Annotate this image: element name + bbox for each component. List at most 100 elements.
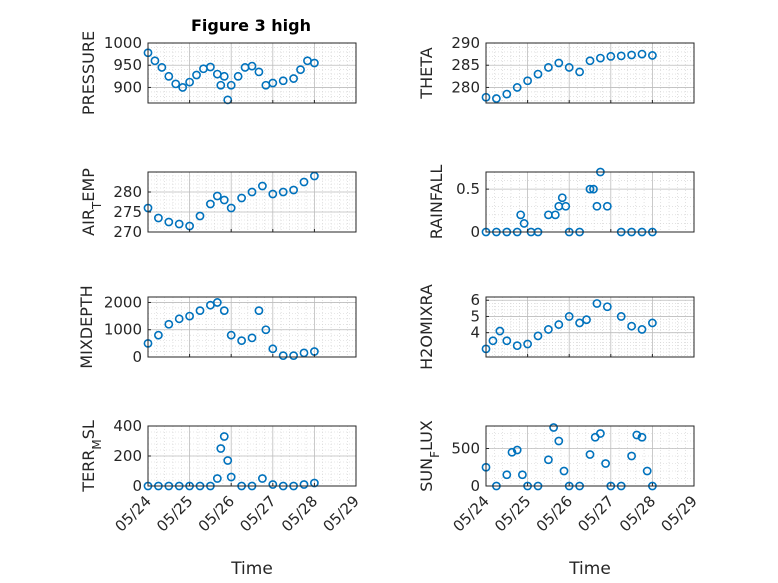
data-point <box>185 77 194 87</box>
data-point <box>575 318 584 328</box>
axes-box <box>147 296 357 358</box>
y-axis-label: SUNFLUX <box>417 420 442 492</box>
y-axis-label: THETA <box>417 47 436 99</box>
data-point <box>637 49 647 59</box>
data-point <box>299 177 309 187</box>
data-point <box>592 201 602 211</box>
data-point <box>533 331 543 341</box>
data-point <box>226 330 236 340</box>
y-axis-label-part: TERR <box>79 450 98 493</box>
y-axis-label-subscript: T <box>90 201 104 210</box>
data-point <box>596 53 605 63</box>
y-tick-label: 0.5 <box>456 180 480 198</box>
x-axis-label: Time <box>230 559 273 579</box>
data-point <box>550 210 560 220</box>
plot-area <box>486 172 694 232</box>
y-axis-label-subscript: M <box>90 439 104 449</box>
axes-box <box>147 171 357 233</box>
y-tick-label: 285 <box>451 56 480 74</box>
y-tick-label: 280 <box>113 183 142 201</box>
data-point <box>226 80 236 90</box>
data-point <box>257 474 267 483</box>
subplot-mixdepth: 0 1000 2000 MIXDEPTH <box>77 285 357 369</box>
subplot-terr-msl: 020040005/2405/2505/2605/2705/2805/29Tim… <box>79 417 363 579</box>
subplot-pressure: 900 950 1000 PRESSURE <box>79 31 357 115</box>
data-point <box>247 187 257 197</box>
y-axis-label: MIXDEPTH <box>77 285 96 368</box>
axes-box <box>485 42 695 104</box>
data-point <box>309 478 319 488</box>
data-point <box>216 444 226 453</box>
y-axis-label: TERRMSL <box>79 420 104 493</box>
y-tick-label: 0 <box>132 348 142 366</box>
y-tick-label: 4 <box>470 324 480 342</box>
data-point <box>212 191 222 201</box>
x-axis-label: Time <box>568 559 611 579</box>
data-point <box>491 94 501 103</box>
data-point <box>549 423 558 432</box>
data-point <box>554 436 564 446</box>
y-tick-label: 400 <box>113 417 142 435</box>
figure-title: Figure 3 high <box>191 16 311 35</box>
data-point <box>212 298 222 307</box>
y-tick-label: 0 <box>470 223 480 241</box>
data-point <box>544 455 553 465</box>
axes-box <box>147 42 357 104</box>
y-axis-label-part: LUX <box>417 420 436 451</box>
data-point <box>523 339 532 349</box>
axes-box <box>485 296 695 358</box>
data-point <box>637 325 647 334</box>
data-point <box>585 56 595 66</box>
data-point <box>247 333 257 343</box>
data-point <box>157 63 167 72</box>
data-point <box>261 325 271 335</box>
data-point <box>195 306 205 316</box>
data-point <box>596 429 605 438</box>
y-tick-label: 900 <box>113 78 142 96</box>
data-point <box>153 213 163 223</box>
data-point <box>195 211 205 221</box>
y-tick-label: 0 <box>132 477 142 495</box>
subplot-air-temp: 270 275 280 AIRTEMP <box>79 168 357 241</box>
data-point <box>268 189 278 199</box>
data-point <box>226 472 236 482</box>
data-point <box>299 480 309 489</box>
plot-area <box>486 426 694 486</box>
y-tick-label: 1000 <box>104 34 142 52</box>
plot-area <box>148 297 356 357</box>
plot-area <box>148 43 356 103</box>
y-tick-label: 280 <box>451 78 480 96</box>
data-point <box>219 432 229 441</box>
data-point <box>519 219 529 228</box>
data-point <box>237 193 246 203</box>
data-point <box>254 67 264 77</box>
data-point <box>495 326 505 336</box>
data-point <box>544 325 553 334</box>
y-axis-label: RAINFALL <box>427 165 446 240</box>
data-point <box>289 351 298 361</box>
data-point <box>219 195 229 205</box>
data-point <box>627 50 636 60</box>
data-point <box>289 185 298 195</box>
y-axis-label-subscript: F <box>428 451 442 458</box>
data-point <box>585 184 595 194</box>
data-point <box>648 318 657 328</box>
data-point <box>554 320 564 329</box>
data-point <box>585 450 595 459</box>
y-tick-label: 950 <box>113 56 142 74</box>
data-point <box>564 312 574 321</box>
data-point <box>642 466 652 476</box>
data-point <box>512 83 522 92</box>
data-point <box>512 445 522 455</box>
data-point <box>216 80 226 90</box>
data-point <box>278 76 288 86</box>
data-point <box>205 199 215 209</box>
subplot-rainfall: 0 0.5 RAINFALL <box>427 165 695 241</box>
data-point <box>627 451 636 461</box>
axes-box <box>485 171 695 233</box>
y-axis-label: H2OMIXRA <box>417 284 436 370</box>
data-point <box>488 336 498 346</box>
data-point <box>237 336 246 346</box>
data-point <box>616 51 626 61</box>
data-point <box>518 470 527 480</box>
